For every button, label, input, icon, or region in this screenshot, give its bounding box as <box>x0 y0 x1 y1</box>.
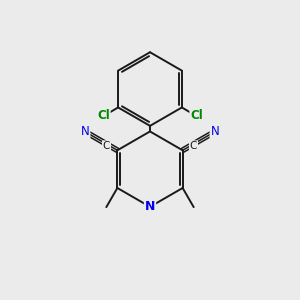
Text: C: C <box>190 141 197 151</box>
Text: N: N <box>145 200 155 213</box>
Text: Cl: Cl <box>97 110 110 122</box>
Text: N: N <box>211 125 219 138</box>
Text: Cl: Cl <box>190 110 203 122</box>
Text: C: C <box>103 141 110 151</box>
Text: N: N <box>81 125 89 138</box>
